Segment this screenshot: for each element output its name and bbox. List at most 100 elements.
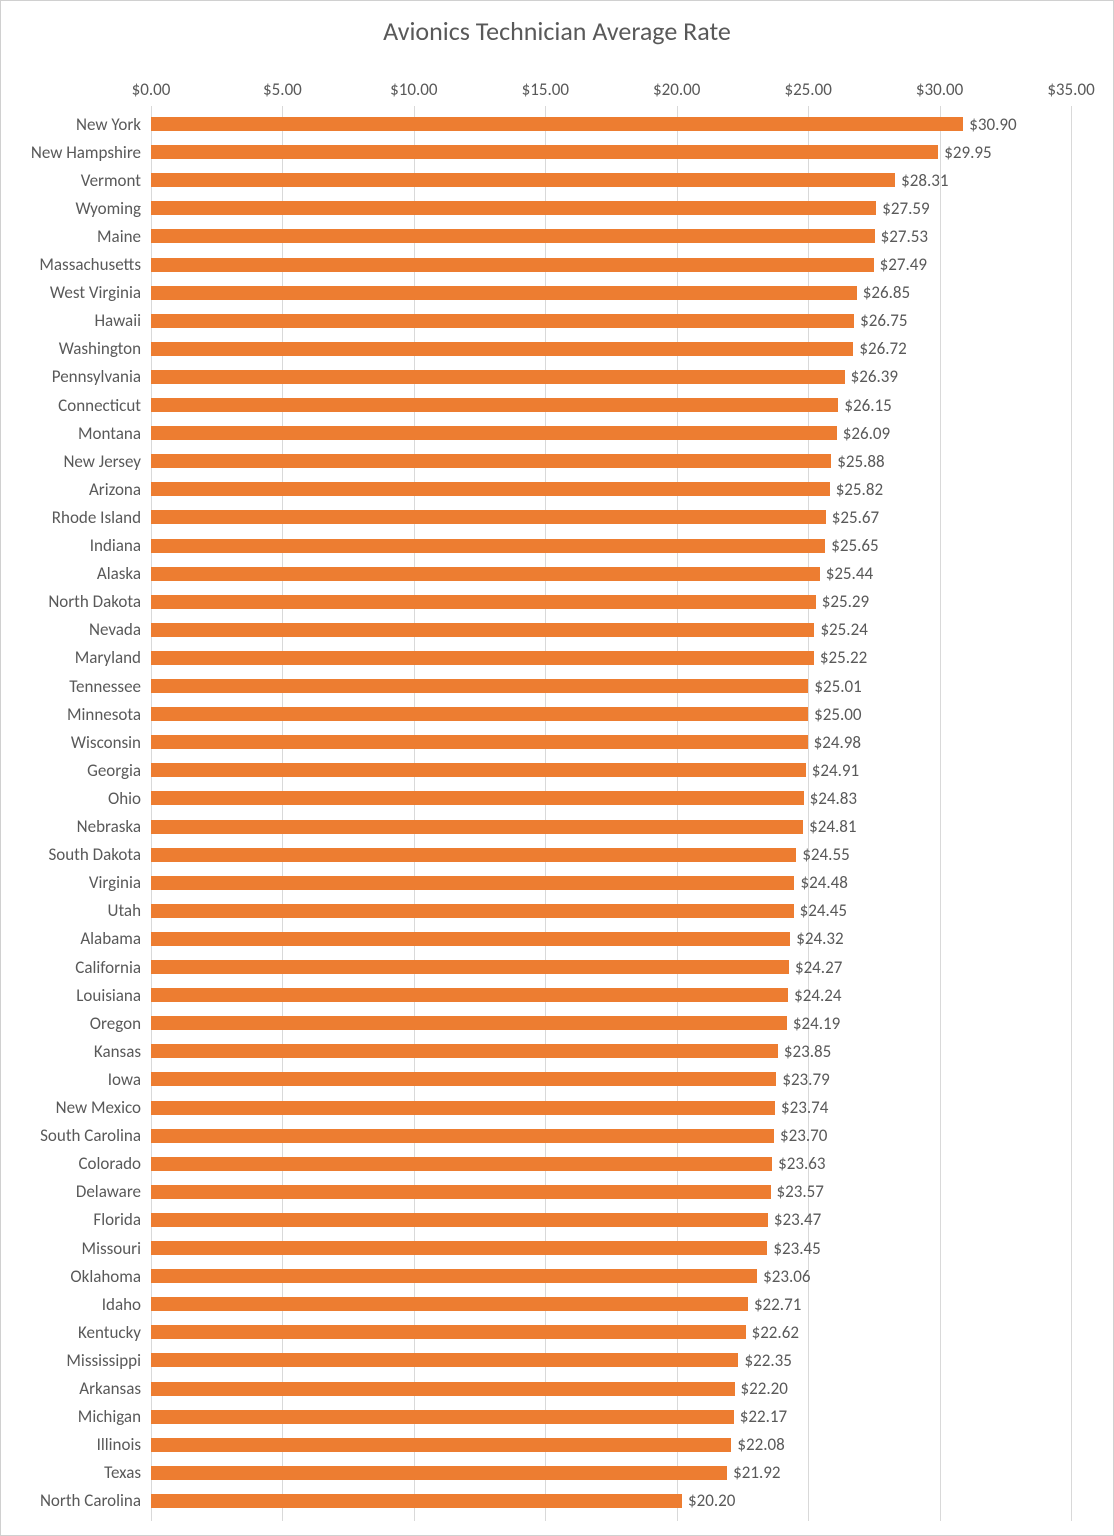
value-label: $24.19 bbox=[793, 1015, 840, 1032]
y-axis-label: Massachusetts bbox=[1, 256, 141, 273]
bar bbox=[151, 173, 895, 187]
y-axis-label: Idaho bbox=[1, 1296, 141, 1313]
bar bbox=[151, 763, 806, 777]
y-axis-label: Pennsylvania bbox=[1, 368, 141, 385]
y-axis-label: Maine bbox=[1, 228, 141, 245]
value-label: $23.74 bbox=[781, 1099, 828, 1116]
bar bbox=[151, 1297, 748, 1311]
bar bbox=[151, 932, 790, 946]
y-axis-label: Nebraska bbox=[1, 818, 141, 835]
value-label: $24.91 bbox=[812, 762, 859, 779]
value-label: $25.00 bbox=[814, 706, 861, 723]
y-axis-label: Tennessee bbox=[1, 678, 141, 695]
y-axis-label: Maryland bbox=[1, 649, 141, 666]
value-label: $26.15 bbox=[844, 397, 891, 414]
y-axis-label: Missouri bbox=[1, 1240, 141, 1257]
y-axis-label: New Hampshire bbox=[1, 144, 141, 161]
value-label: $23.85 bbox=[784, 1043, 831, 1060]
x-tick-label: $15.00 bbox=[522, 79, 569, 100]
bar bbox=[151, 117, 963, 131]
value-label: $25.65 bbox=[831, 537, 878, 554]
value-label: $23.47 bbox=[774, 1211, 821, 1228]
value-label: $23.57 bbox=[777, 1183, 824, 1200]
value-label: $23.63 bbox=[778, 1155, 825, 1172]
bar bbox=[151, 1410, 734, 1424]
gridline bbox=[940, 106, 941, 1521]
x-tick-label: $35.00 bbox=[1047, 79, 1094, 100]
y-axis-label: Florida bbox=[1, 1211, 141, 1228]
bar bbox=[151, 820, 803, 834]
bar bbox=[151, 848, 796, 862]
value-label: $20.20 bbox=[688, 1492, 735, 1509]
y-axis-label: Delaware bbox=[1, 1183, 141, 1200]
y-axis-label: West Virginia bbox=[1, 284, 141, 301]
bar bbox=[151, 314, 854, 328]
value-label: $25.24 bbox=[820, 621, 867, 638]
value-label: $24.45 bbox=[800, 902, 847, 919]
x-tick-label: $30.00 bbox=[916, 79, 963, 100]
y-axis-label: Illinois bbox=[1, 1436, 141, 1453]
value-label: $23.45 bbox=[773, 1240, 820, 1257]
value-label: $24.48 bbox=[800, 874, 847, 891]
bar bbox=[151, 482, 830, 496]
bar bbox=[151, 1269, 757, 1283]
y-axis-label: Kansas bbox=[1, 1043, 141, 1060]
bar bbox=[151, 960, 789, 974]
y-axis-label: North Carolina bbox=[1, 1492, 141, 1509]
bar bbox=[151, 454, 831, 468]
y-axis-label: Arizona bbox=[1, 481, 141, 498]
value-label: $27.49 bbox=[880, 256, 927, 273]
plot-area: $0.00$5.00$10.00$15.00$20.00$25.00$30.00… bbox=[151, 106, 1071, 1521]
y-axis-label: Alabama bbox=[1, 930, 141, 947]
bar bbox=[151, 1382, 735, 1396]
chart-title: Avionics Technician Average Rate bbox=[1, 1, 1113, 47]
value-label: $25.44 bbox=[826, 565, 873, 582]
y-axis-label: Mississippi bbox=[1, 1352, 141, 1369]
value-label: $26.75 bbox=[860, 312, 907, 329]
value-label: $25.22 bbox=[820, 649, 867, 666]
bar bbox=[151, 286, 857, 300]
y-axis-label: North Dakota bbox=[1, 593, 141, 610]
value-label: $24.24 bbox=[794, 987, 841, 1004]
bar bbox=[151, 1185, 771, 1199]
y-axis-label: South Carolina bbox=[1, 1127, 141, 1144]
value-label: $24.98 bbox=[814, 734, 861, 751]
value-label: $29.95 bbox=[944, 144, 991, 161]
y-axis-label: Texas bbox=[1, 1464, 141, 1481]
bar bbox=[151, 707, 808, 721]
y-axis-label: Georgia bbox=[1, 762, 141, 779]
value-label: $24.83 bbox=[810, 790, 857, 807]
y-axis-label: Wisconsin bbox=[1, 734, 141, 751]
bar bbox=[151, 398, 838, 412]
bar bbox=[151, 1101, 775, 1115]
x-tick-label: $25.00 bbox=[784, 79, 831, 100]
value-label: $22.20 bbox=[741, 1380, 788, 1397]
bar bbox=[151, 145, 938, 159]
bar bbox=[151, 1466, 727, 1480]
bar bbox=[151, 1438, 731, 1452]
y-axis-label: Oregon bbox=[1, 1015, 141, 1032]
bar bbox=[151, 510, 826, 524]
bar bbox=[151, 258, 874, 272]
value-label: $22.71 bbox=[754, 1296, 801, 1313]
value-label: $24.27 bbox=[795, 959, 842, 976]
y-axis-label: Hawaii bbox=[1, 312, 141, 329]
bar bbox=[151, 623, 814, 637]
bar bbox=[151, 567, 820, 581]
bar bbox=[151, 1325, 746, 1339]
value-label: $27.59 bbox=[882, 200, 929, 217]
value-label: $24.81 bbox=[809, 818, 856, 835]
y-axis-label: Louisiana bbox=[1, 987, 141, 1004]
bar bbox=[151, 1157, 772, 1171]
value-label: $23.06 bbox=[763, 1268, 810, 1285]
value-label: $25.67 bbox=[832, 509, 879, 526]
y-axis-label: Kentucky bbox=[1, 1324, 141, 1341]
bar bbox=[151, 988, 788, 1002]
bar bbox=[151, 595, 816, 609]
bar bbox=[151, 791, 804, 805]
value-label: $30.90 bbox=[969, 116, 1016, 133]
value-label: $26.39 bbox=[851, 368, 898, 385]
y-axis-label: Virginia bbox=[1, 874, 141, 891]
value-label: $24.55 bbox=[802, 846, 849, 863]
bar bbox=[151, 539, 825, 553]
